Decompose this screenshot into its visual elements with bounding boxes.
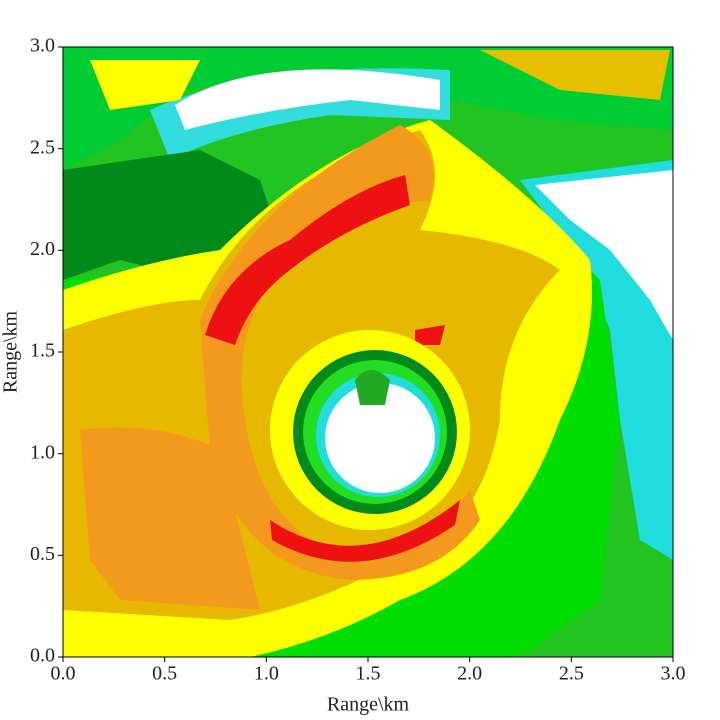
y-tick-label: 2.5 — [30, 136, 55, 158]
x-tick-label: 2.5 — [559, 663, 584, 685]
y-tick-label: 0.5 — [30, 543, 55, 565]
y-axis-label: Range\km — [0, 310, 22, 393]
y-tick-label: 0.0 — [30, 645, 55, 667]
y-tick-label: 1.5 — [30, 340, 55, 362]
x-tick-label: 3.0 — [661, 663, 686, 685]
x-tick-label: 0.0 — [51, 663, 76, 685]
x-axis-label: Range\km — [327, 694, 410, 716]
y-tick-label: 3.0 — [30, 35, 55, 57]
y-tick-label: 1.0 — [30, 441, 55, 463]
x-tick-label: 0.5 — [152, 663, 177, 685]
y-tick-label: 2.0 — [30, 238, 55, 260]
x-tick-label: 1.5 — [356, 663, 381, 685]
x-tick-label: 1.0 — [254, 663, 279, 685]
reflectivity-field — [63, 47, 673, 657]
x-tick-label: 2.0 — [457, 663, 482, 685]
